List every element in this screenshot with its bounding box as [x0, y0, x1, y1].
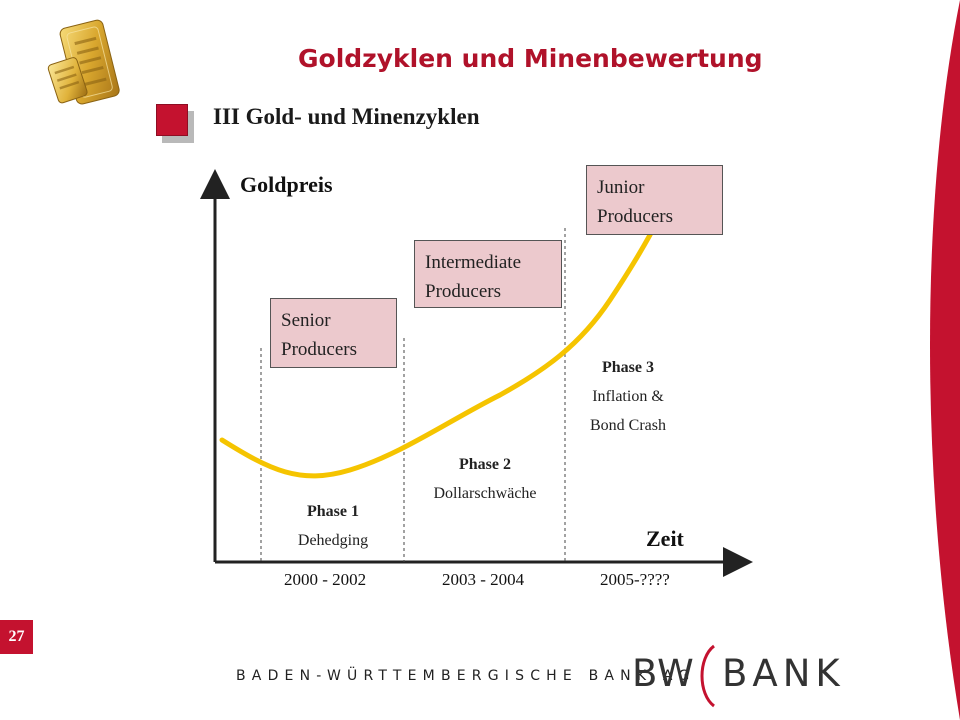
- logo-bank: BANK: [722, 652, 845, 695]
- box-line: Producers: [281, 339, 357, 360]
- phase-title: Phase 1: [307, 503, 359, 520]
- section-subtitle: III Gold- und Minenzyklen: [213, 104, 480, 129]
- decorative-arc: [930, 0, 960, 720]
- period-label: 2000 - 2002: [284, 570, 367, 589]
- page-title: Goldzyklen und Minenbewertung: [298, 44, 763, 73]
- phase-title: Phase 2: [459, 456, 511, 473]
- box-line: Producers: [597, 206, 673, 227]
- logo-bw: BW: [632, 652, 695, 695]
- box-junior-producers: Junior Producers: [586, 165, 723, 235]
- bullet-square: [156, 104, 188, 136]
- y-axis-label: Goldpreis: [240, 172, 333, 197]
- phase-description: Dollarschwäche: [433, 485, 537, 502]
- phase-title: Phase 3: [602, 359, 654, 376]
- phase-description: Inflation &: [592, 388, 664, 405]
- period-label: 2005-????: [600, 570, 670, 589]
- gold-price-curve: [219, 217, 661, 479]
- box-line: Senior: [281, 310, 331, 331]
- box-line: Junior: [597, 177, 645, 198]
- period-label: 2003 - 2004: [442, 570, 525, 589]
- phase-1: Phase 1 Dehedging: [273, 497, 393, 555]
- logo-bracket-icon: [700, 644, 716, 708]
- page-number: 27: [0, 620, 33, 654]
- box-intermediate-producers: Intermediate Producers: [414, 240, 562, 308]
- phase-2: Phase 2 Dollarschwäche: [410, 450, 560, 508]
- box-senior-producers: Senior Producers: [270, 298, 397, 368]
- bank-name: BADEN-WÜRTTEMBERGISCHE BANK AG: [236, 668, 696, 684]
- phase-description: Bond Crash: [590, 417, 666, 434]
- box-line: Intermediate: [425, 252, 522, 273]
- phase-description: Dehedging: [297, 532, 369, 549]
- x-axis-label: Zeit: [646, 526, 684, 551]
- box-line: Producers: [425, 281, 501, 302]
- phase-3: Phase 3 Inflation & Bond Crash: [568, 353, 688, 440]
- gold-bars-icon: [47, 19, 120, 105]
